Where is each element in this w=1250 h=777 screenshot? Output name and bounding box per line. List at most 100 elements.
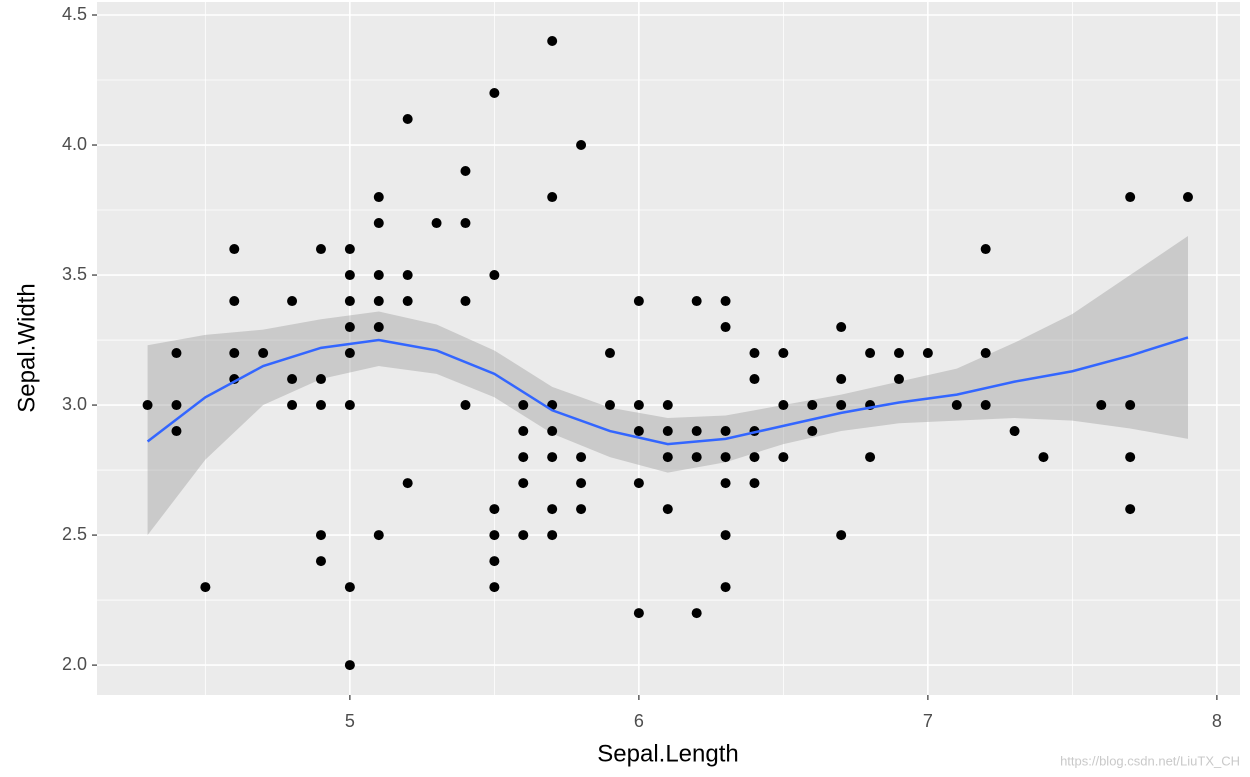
point	[980, 348, 991, 359]
point	[604, 348, 615, 359]
y-tick-label: 2.5	[62, 524, 87, 544]
point	[749, 452, 760, 463]
point	[893, 348, 904, 359]
point	[344, 582, 355, 593]
point	[402, 478, 413, 489]
point	[836, 374, 847, 385]
panel	[97, 2, 1240, 695]
point	[171, 426, 182, 437]
point	[980, 244, 991, 255]
point	[749, 374, 760, 385]
point	[373, 530, 384, 541]
point	[1009, 426, 1020, 437]
point	[720, 582, 731, 593]
point	[460, 166, 471, 177]
point	[229, 296, 240, 307]
point	[778, 452, 789, 463]
y-tick-label: 4.5	[62, 4, 87, 24]
point	[633, 400, 644, 411]
point	[287, 400, 298, 411]
point	[633, 478, 644, 489]
point	[1125, 504, 1136, 515]
point	[373, 322, 384, 333]
point	[691, 426, 702, 437]
point	[547, 426, 558, 437]
point	[315, 530, 326, 541]
point	[373, 296, 384, 307]
point	[749, 348, 760, 359]
point	[720, 426, 731, 437]
y-tick-label: 2.0	[62, 654, 87, 674]
point	[807, 400, 818, 411]
point	[460, 400, 471, 411]
point	[547, 36, 558, 47]
point	[229, 348, 240, 359]
point	[1038, 452, 1049, 463]
point	[229, 244, 240, 255]
point	[460, 296, 471, 307]
x-tick-label: 7	[923, 711, 933, 731]
point	[576, 140, 587, 151]
point	[633, 608, 644, 619]
point	[633, 426, 644, 437]
point	[865, 452, 876, 463]
point	[720, 322, 731, 333]
point	[489, 504, 500, 515]
point	[547, 530, 558, 541]
point	[402, 270, 413, 281]
point	[344, 322, 355, 333]
point	[1125, 452, 1136, 463]
watermark: https://blog.csdn.net/LiuTX_CH	[1060, 753, 1240, 768]
point	[576, 452, 587, 463]
point	[344, 400, 355, 411]
point	[287, 374, 298, 385]
point	[518, 426, 529, 437]
point	[749, 478, 760, 489]
point	[489, 88, 500, 99]
smooth-line	[146, 336, 1189, 446]
y-tick-label: 3.5	[62, 264, 87, 284]
point	[315, 556, 326, 567]
point	[315, 374, 326, 385]
point	[344, 348, 355, 359]
point	[518, 530, 529, 541]
point	[778, 348, 789, 359]
point	[807, 426, 818, 437]
point	[865, 348, 876, 359]
point	[344, 660, 355, 671]
point	[604, 400, 615, 411]
point	[662, 452, 673, 463]
point	[547, 192, 558, 203]
point	[431, 218, 442, 229]
point	[315, 400, 326, 411]
point	[258, 348, 269, 359]
point	[720, 452, 731, 463]
point	[836, 530, 847, 541]
point	[460, 218, 471, 229]
point	[171, 400, 182, 411]
point	[373, 270, 384, 281]
point	[576, 478, 587, 489]
point	[980, 400, 991, 411]
point	[547, 452, 558, 463]
point	[662, 400, 673, 411]
x-axis-title: Sepal.Length	[597, 740, 738, 767]
point	[691, 608, 702, 619]
point	[1096, 400, 1107, 411]
point	[1125, 400, 1136, 411]
y-tick-label: 4.0	[62, 134, 87, 154]
point	[200, 582, 211, 593]
point	[402, 114, 413, 125]
point	[402, 296, 413, 307]
point	[489, 556, 500, 567]
point	[287, 296, 298, 307]
point	[171, 348, 182, 359]
x-tick-label: 6	[634, 711, 644, 731]
y-tick-label: 3.0	[62, 394, 87, 414]
point	[691, 296, 702, 307]
point	[662, 426, 673, 437]
y-axis-title: Sepal.Width	[13, 283, 40, 412]
point	[691, 452, 702, 463]
point	[518, 400, 529, 411]
